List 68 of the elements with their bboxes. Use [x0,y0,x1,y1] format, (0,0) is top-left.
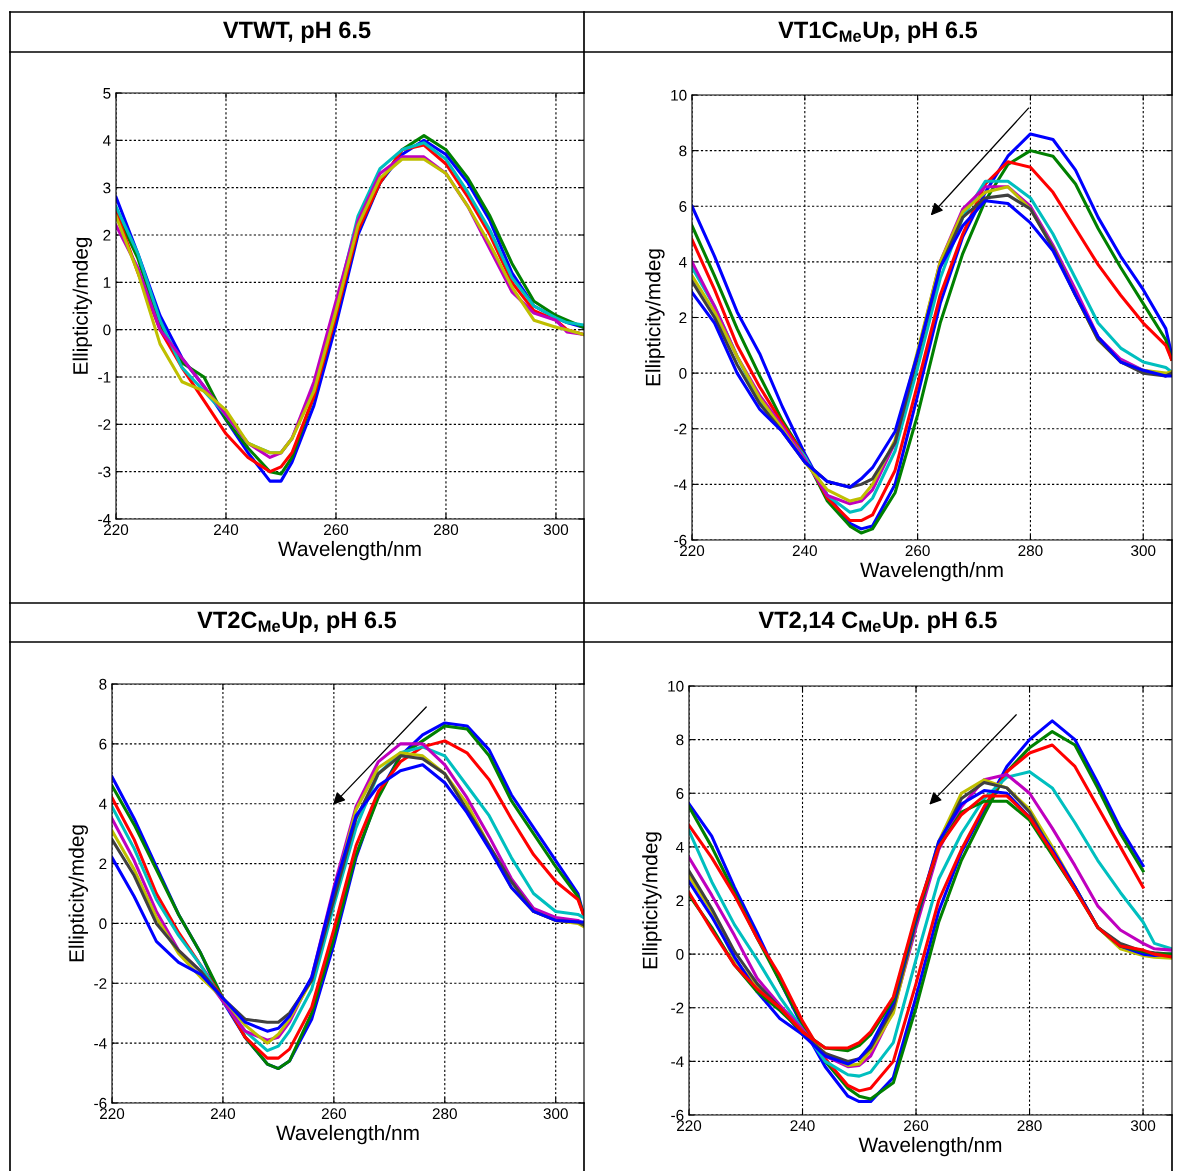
y-tick-label: 0 [103,324,111,336]
x-tick-label: 280 [1017,1120,1042,1132]
x-tick-label: 260 [324,524,349,536]
y-tick-label: -4 [674,479,687,490]
y-tick-label: -1 [98,372,111,383]
chart-title: VT2,14 C$_{Me}$Up. pH 6.5 [758,611,997,633]
y-tick-label: -2 [98,419,111,430]
y-tick-label: 8 [676,734,684,746]
y-tick-label: -3 [98,466,111,478]
y-tick-label: 0 [679,367,687,379]
y-tick-label: 4 [678,256,687,268]
y-tick-label: 2 [99,858,107,870]
y-tick-label: 6 [679,201,687,212]
y-tick-label: -2 [671,1002,684,1014]
x-tick-label: 300 [543,524,569,536]
x-tick-label: 260 [321,1108,347,1120]
y-axis-title: Ellipticity/mdeg [72,237,92,374]
y-axis-title: Ellipticity/mdeg [68,825,88,962]
y-tick-label: 6 [99,738,107,750]
x-tick-label: 240 [210,1108,236,1120]
x-tick-label: 300 [543,1108,568,1120]
y-tick-label: 3 [103,182,111,194]
y-tick-label: 5 [103,88,111,99]
y-tick-label: 8 [99,678,107,690]
x-tick-label: 220 [677,1120,702,1132]
x-axis-title: Wavelength/nm [858,1136,1002,1157]
x-tick-label: 240 [792,545,817,557]
x-tick-label: 280 [433,524,459,536]
y-tick-label: 0 [676,948,684,960]
x-tick-label: 280 [432,1108,457,1120]
chart-title: VT1C$_{Me}$Up, pH 6.5 [778,21,978,43]
y-tick-label: 2 [676,895,684,907]
y-tick-label: 4 [98,798,107,810]
x-tick-label: 300 [1131,545,1156,557]
x-tick-label: 240 [790,1120,815,1132]
x-axis-title: Wavelength/nm [278,540,421,561]
y-tick-label: -4 [98,514,111,525]
chart-title: VT2C$_{Me}$Up, pH 6.5 [197,611,397,633]
chart-title: VTWT, pH 6.5 [223,21,371,43]
y-tick-label: -2 [94,978,107,989]
y-tick-label: -6 [94,1097,107,1109]
x-tick-label: 240 [214,524,239,536]
y-tick-label: 6 [676,788,684,799]
y-tick-label: 4 [675,841,684,853]
y-tick-label: -2 [674,423,687,435]
x-tick-label: 300 [1130,1120,1156,1132]
x-tick-label: 220 [100,1108,125,1120]
x-axis-title: Wavelength/nm [276,1124,419,1145]
x-tick-label: 220 [104,524,129,536]
y-axis-title: Ellipticity/mdeg [642,832,662,969]
y-tick-label: 10 [671,89,687,101]
y-tick-label: -4 [671,1056,684,1067]
x-tick-label: 260 [905,545,930,557]
y-tick-label: -4 [94,1038,107,1049]
y-tick-label: -6 [671,1109,684,1121]
y-tick-label: 4 [102,135,111,146]
y-tick-label: -6 [674,534,687,546]
y-tick-label: 8 [679,145,687,157]
x-axis-title: Wavelength/nm [860,561,1003,582]
y-tick-label: 10 [668,680,684,692]
x-tick-label: 220 [680,545,705,557]
x-tick-label: 260 [904,1120,929,1132]
y-tick-label: 2 [679,312,687,324]
y-axis-title: Ellipticity/mdeg [645,249,665,386]
y-tick-label: 1 [103,277,111,288]
x-tick-label: 280 [1018,545,1043,557]
y-tick-label: 2 [103,229,111,241]
y-tick-label: 0 [99,918,107,930]
